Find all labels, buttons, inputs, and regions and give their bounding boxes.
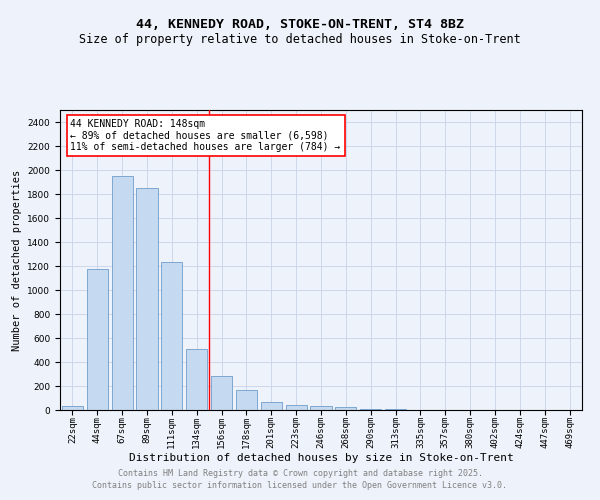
Text: 44, KENNEDY ROAD, STOKE-ON-TRENT, ST4 8BZ: 44, KENNEDY ROAD, STOKE-ON-TRENT, ST4 8B…: [136, 18, 464, 30]
Text: 44 KENNEDY ROAD: 148sqm
← 89% of detached houses are smaller (6,598)
11% of semi: 44 KENNEDY ROAD: 148sqm ← 89% of detache…: [70, 119, 341, 152]
Bar: [335, 407, 356, 410]
Text: Size of property relative to detached houses in Stoke-on-Trent: Size of property relative to detached ho…: [79, 32, 521, 46]
Y-axis label: Number of detached properties: Number of detached properties: [12, 170, 22, 350]
Bar: [136, 188, 158, 410]
Bar: [360, 409, 381, 410]
Bar: [286, 405, 307, 410]
Bar: [211, 376, 232, 410]
X-axis label: Distribution of detached houses by size in Stoke-on-Trent: Distribution of detached houses by size …: [128, 452, 514, 462]
Text: Contains public sector information licensed under the Open Government Licence v3: Contains public sector information licen…: [92, 481, 508, 490]
Bar: [87, 269, 108, 410]
Text: Contains HM Land Registry data © Crown copyright and database right 2025.: Contains HM Land Registry data © Crown c…: [118, 468, 482, 477]
Bar: [112, 176, 133, 410]
Bar: [261, 402, 282, 410]
Bar: [62, 406, 83, 410]
Bar: [236, 390, 257, 410]
Bar: [310, 406, 332, 410]
Bar: [186, 350, 207, 410]
Bar: [161, 262, 182, 410]
